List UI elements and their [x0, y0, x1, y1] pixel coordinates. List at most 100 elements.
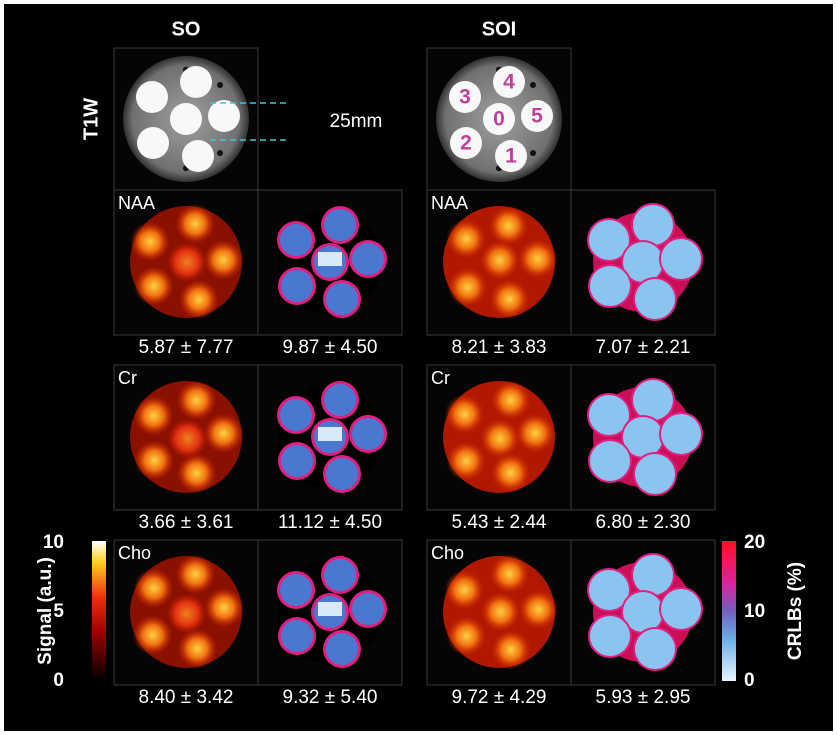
vial [137, 127, 169, 159]
colorbar-label: CRLBs (%) [785, 562, 806, 660]
stat-label: 8.40 ± 3.42 [139, 687, 234, 708]
signal-blob [444, 570, 485, 611]
signal-blob [175, 554, 216, 595]
signal-blob [515, 413, 556, 454]
stat-label: 5.43 ± 2.44 [452, 512, 547, 533]
colorbar-tick-label: 20 [744, 532, 765, 553]
screw-hole [530, 150, 536, 156]
crlb-blob [280, 399, 312, 431]
signal-blob [444, 394, 485, 435]
colorbar [92, 541, 106, 681]
signal-blob [166, 242, 207, 283]
signal-blob [204, 587, 245, 628]
metabolite-label: Cho [118, 543, 151, 563]
colorbar-tick-label: 0 [53, 670, 64, 691]
vial [449, 81, 481, 113]
crlb-blob [635, 279, 675, 319]
crlb-blob [633, 205, 673, 245]
crlb-blob [324, 384, 356, 416]
stat-label: 5.93 ± 2.95 [596, 687, 691, 708]
signal-blob [134, 440, 175, 481]
crlb-blob [280, 574, 312, 606]
colorbar-tick-label: 5 [53, 601, 64, 622]
colorbar-label: Signal (a.u.) [35, 557, 56, 665]
signal-blob [167, 418, 208, 459]
colorbar-tick-label: 10 [744, 601, 765, 622]
signal-blob [446, 218, 487, 259]
crlb-blob [326, 283, 358, 315]
vial-label: 5 [531, 105, 543, 128]
crlb-blob [633, 555, 673, 595]
stat-label: 6.80 ± 2.30 [596, 512, 691, 533]
crlb-blob [590, 616, 630, 656]
signal-blob [489, 553, 530, 594]
crlb-center [318, 252, 342, 266]
column-header: SO [172, 18, 201, 40]
crlb-blob [589, 570, 629, 610]
vial [493, 66, 525, 98]
vial [170, 103, 202, 135]
signal-blob [479, 240, 520, 281]
crlb-blob [352, 418, 384, 450]
metabolite-label: NAA [118, 193, 155, 213]
signal-blob [491, 629, 532, 670]
crlb-blob [324, 559, 356, 591]
vial-label: 0 [493, 108, 505, 131]
crlb-blob [590, 441, 630, 481]
signal-blob [134, 266, 175, 307]
vial [483, 103, 515, 135]
metabolite-label: NAA [431, 193, 468, 213]
signal-blob [517, 238, 558, 279]
vial [180, 66, 212, 98]
signal-blob [176, 453, 217, 494]
crlb-blob [326, 458, 358, 490]
crlb-blob [635, 629, 675, 669]
crlb-blob [352, 243, 384, 275]
colorbar-tick-label: 0 [744, 670, 755, 691]
crlb-blob [623, 417, 663, 457]
crlb-blob [589, 395, 629, 435]
signal-blob [178, 279, 219, 320]
signal-blob [490, 452, 531, 493]
vial [450, 127, 482, 159]
stat-label: 5.87 ± 7.77 [139, 337, 234, 358]
signal-blob [446, 616, 487, 657]
crlb-blob [280, 224, 312, 256]
stat-label: 11.12 ± 4.50 [278, 512, 382, 533]
crlb-blob [590, 266, 630, 306]
signal-blob [447, 267, 488, 308]
vial-label: 2 [460, 132, 472, 155]
crlb-blob [589, 220, 629, 260]
vial-label: 3 [459, 86, 471, 109]
crlb-blob [326, 633, 358, 665]
signal-blob [130, 221, 171, 262]
screw-hole [217, 82, 223, 88]
stat-label: 8.21 ± 3.83 [452, 337, 547, 358]
stat-label: 9.72 ± 4.29 [452, 687, 547, 708]
signal-blob [133, 568, 174, 609]
metabolite-label: Cr [118, 368, 137, 388]
signal-blob [489, 279, 530, 320]
vial-label: 1 [505, 145, 517, 168]
crlb-blob [661, 414, 701, 454]
vial [208, 100, 240, 132]
crlb-blob [281, 270, 313, 302]
crlb-blob [281, 445, 313, 477]
signal-blob [177, 628, 218, 669]
stat-label: 7.07 ± 2.21 [596, 337, 691, 358]
crlb-blob [324, 209, 356, 241]
signal-blob [203, 413, 244, 454]
vial [182, 140, 214, 172]
colorbar-tick-label: 10 [43, 532, 64, 553]
column-header: SOI [482, 18, 516, 40]
signal-blob [176, 380, 217, 421]
crlb-center [318, 602, 342, 616]
vial [136, 81, 168, 113]
vial [521, 100, 553, 132]
crlb-blob [635, 454, 675, 494]
signal-blob [518, 589, 559, 630]
colorbar [722, 541, 736, 681]
crlb-blob [633, 380, 673, 420]
signal-blob [133, 395, 174, 436]
signal-blob [166, 593, 207, 634]
